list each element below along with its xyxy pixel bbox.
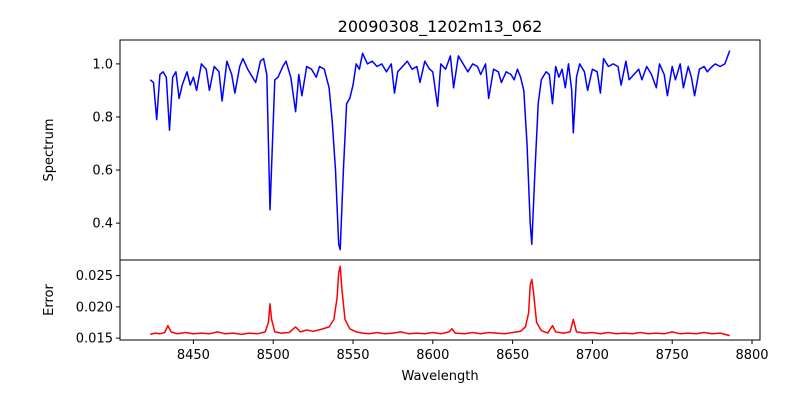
spectrum-series-line [149,50,731,251]
x-tick-label: 8650 [496,348,529,363]
chart-title: 20090308_1202m13_062 [338,17,543,37]
x-tick-label: 8600 [416,348,449,363]
error-y-axis-label: Error [42,284,57,316]
x-axis-label: Wavelength [401,369,478,384]
y-tick-label: 0.6 [92,164,113,179]
y-tick-label: 0.4 [92,217,113,232]
spectrum-y-axis-label: Spectrum [42,119,57,182]
x-tick-label: 8550 [336,348,369,363]
x-tick-label: 8500 [257,348,290,363]
x-tick-label: 8750 [656,348,689,363]
y-tick-label: 0.025 [76,269,113,284]
error-panel: 0.015 0.020 0.025 8450 8500 8550 8600 8650 8700 8… [76,259,769,363]
y-tick-label: 0.020 [76,300,113,315]
axes-frame [119,259,761,341]
x-tick-label: 8450 [177,348,210,363]
x-tick-label: 8800 [735,348,768,363]
y-tick-label: 0.8 [92,110,113,125]
y-tick-label: 0.015 [76,332,113,347]
x-tick-label: 8700 [576,348,609,363]
error-series-line [150,265,730,337]
y-tick-label: 1.0 [92,57,113,72]
spectrum-panel: 0.4 0.6 0.8 1.0 [92,39,761,261]
